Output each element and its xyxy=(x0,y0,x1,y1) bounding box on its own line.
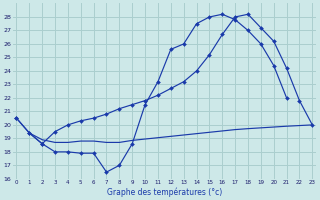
X-axis label: Graphe des températures (°c): Graphe des températures (°c) xyxy=(107,187,222,197)
